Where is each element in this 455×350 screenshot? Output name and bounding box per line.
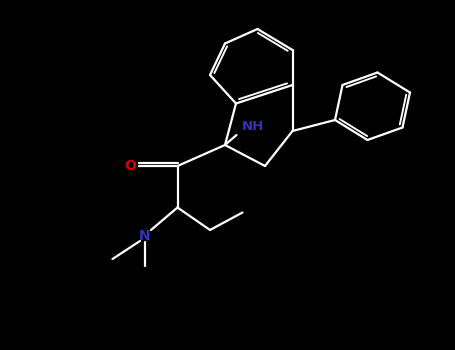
Text: O: O <box>124 159 136 173</box>
Text: N: N <box>139 229 151 243</box>
Text: NH: NH <box>242 120 264 133</box>
